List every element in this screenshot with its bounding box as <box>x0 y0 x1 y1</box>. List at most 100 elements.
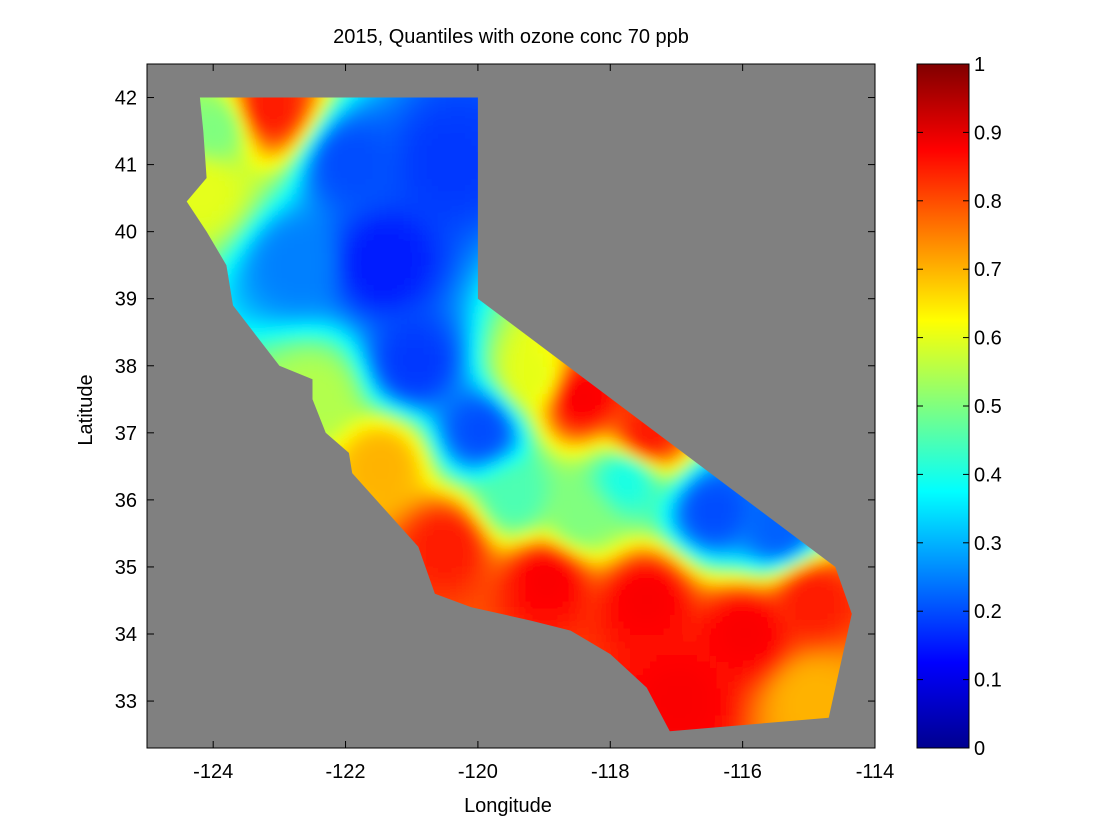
field-cell <box>352 432 360 441</box>
field-cell <box>398 144 407 153</box>
field-cell <box>425 533 433 542</box>
field-cell <box>213 245 221 253</box>
field-cell <box>206 157 215 166</box>
field-cell <box>378 459 387 468</box>
field-cell <box>451 332 459 340</box>
field-cell <box>464 345 473 354</box>
field-cell <box>272 292 281 300</box>
field-cell <box>464 231 473 240</box>
field-cell <box>464 352 473 361</box>
field-cell <box>418 452 426 461</box>
field-cell <box>292 292 301 300</box>
field-cell <box>477 432 486 441</box>
field-cell <box>431 131 440 139</box>
field-cell <box>385 224 393 233</box>
field-cell <box>451 318 459 327</box>
field-cell <box>504 526 512 535</box>
field-cell <box>451 224 459 233</box>
field-cell <box>444 546 453 555</box>
field-cell <box>272 231 281 240</box>
field-cell <box>352 385 360 394</box>
field-cell <box>279 198 287 206</box>
field-cell <box>391 198 400 206</box>
field-cell <box>286 184 294 193</box>
field-cell <box>332 426 340 434</box>
field-cell <box>199 97 208 99</box>
field-cell <box>338 204 347 213</box>
field-cell <box>444 332 453 340</box>
field-cell <box>338 171 347 179</box>
field-cell <box>398 224 407 233</box>
field-cell <box>438 191 446 200</box>
field-cell <box>398 452 407 461</box>
field-cell <box>411 439 420 448</box>
field-cell <box>504 540 512 548</box>
field-cell <box>497 587 506 595</box>
field-cell <box>458 560 466 568</box>
field-cell <box>464 285 473 293</box>
field-cell <box>213 224 221 233</box>
field-cell <box>431 345 440 354</box>
field-cell <box>418 104 426 112</box>
field-cell <box>438 520 446 528</box>
field-cell <box>385 359 393 367</box>
field-cell <box>444 540 453 548</box>
field-cell <box>279 204 287 213</box>
field-cell <box>279 97 287 106</box>
field-cell <box>378 499 387 508</box>
field-cell <box>239 151 248 159</box>
field-cell <box>292 352 301 361</box>
field-cell <box>332 124 340 133</box>
field-cell <box>385 439 393 448</box>
field-cell <box>497 419 506 428</box>
field-cell <box>464 338 473 347</box>
field-cell <box>425 178 433 186</box>
field-cell <box>213 117 221 126</box>
field-cell <box>358 258 367 267</box>
field-cell <box>391 251 400 260</box>
field-cell <box>279 265 287 273</box>
field-cell <box>266 258 274 267</box>
field-cell <box>378 110 387 119</box>
field-cell <box>464 466 473 475</box>
field-cell <box>325 325 334 334</box>
field-cell <box>458 486 466 495</box>
field-cell <box>299 359 307 367</box>
field-cell <box>213 144 221 153</box>
field-cell <box>451 292 459 300</box>
field-cell <box>464 526 473 535</box>
field-cell <box>418 245 426 253</box>
field-cell <box>312 97 321 99</box>
field-cell <box>305 184 314 193</box>
field-cell <box>332 338 340 347</box>
field-cell <box>451 298 459 307</box>
field-cell <box>391 164 400 173</box>
field-cell <box>418 318 426 327</box>
field-cell <box>504 587 512 595</box>
field-cell <box>372 325 380 334</box>
field-cell <box>193 204 201 213</box>
field-cell <box>385 292 393 300</box>
field-cell <box>252 265 261 273</box>
field-cell <box>464 312 473 320</box>
field-cell <box>246 137 254 146</box>
field-cell <box>272 211 281 220</box>
field-cell <box>425 566 433 575</box>
field-cell <box>279 137 287 146</box>
field-cell <box>497 459 506 468</box>
field-cell <box>458 245 466 253</box>
field-cell <box>286 332 294 340</box>
field-cell <box>444 292 453 300</box>
field-cell <box>345 178 354 186</box>
field-cell <box>504 352 512 361</box>
field-cell <box>239 238 248 247</box>
field-cell <box>279 117 287 126</box>
field-cell <box>246 298 254 307</box>
field-cell <box>425 218 433 226</box>
field-cell <box>299 218 307 226</box>
field-cell <box>365 379 373 387</box>
field-cell <box>444 171 453 179</box>
field-cell <box>332 251 340 260</box>
field-cell <box>226 198 234 206</box>
field-cell <box>431 211 440 220</box>
